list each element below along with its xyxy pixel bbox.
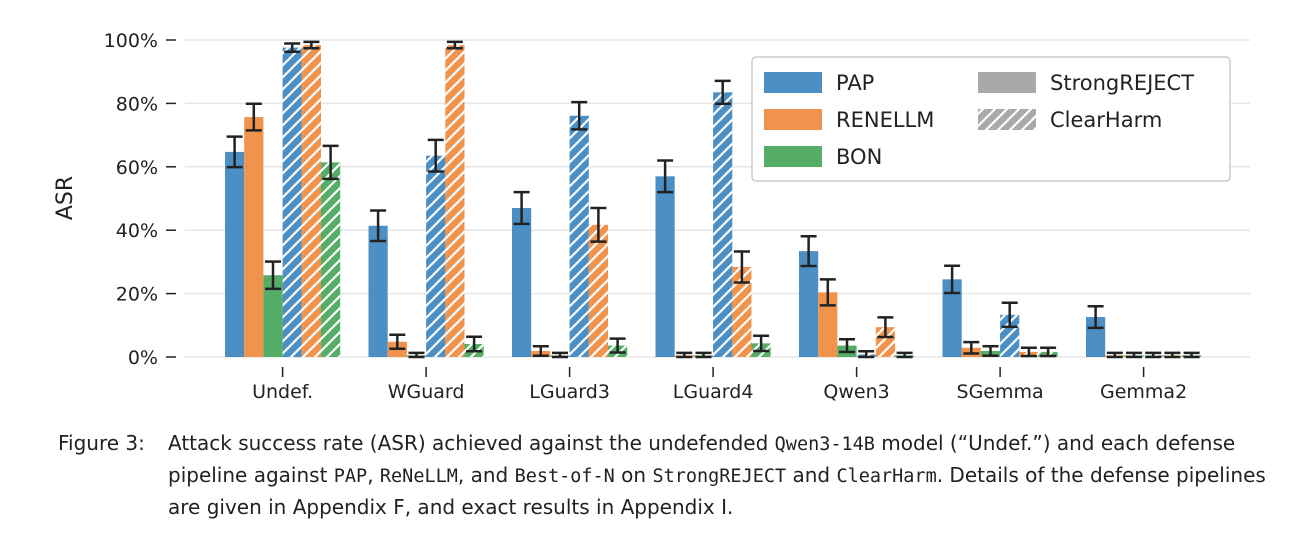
bar-hatch: [445, 45, 465, 358]
y-tick-label: 60%: [116, 157, 158, 179]
y-tick-label: 20%: [116, 284, 158, 306]
figure-caption: Figure 3: Attack success rate (ASR) achi…: [58, 428, 1278, 523]
y-tick-label: 80%: [116, 93, 158, 115]
caption-code: StrongREJECT: [652, 466, 787, 487]
x-tick-label: LGuard4: [673, 381, 754, 403]
caption-part: , and: [457, 463, 515, 487]
caption-label: Figure 3:: [58, 431, 145, 455]
legend-swatch: [978, 72, 1036, 93]
caption-part: on: [614, 463, 653, 487]
y-tick-label: 100%: [104, 30, 158, 52]
caption-code: ClearHarm: [836, 466, 937, 487]
caption-code: ReNeLLM: [379, 466, 458, 487]
caption-part: and: [786, 463, 837, 487]
y-axis-ticks: 0% 20% 40% 60% 80% 100%: [104, 30, 176, 369]
legend-swatch: [764, 146, 822, 167]
bar-chart: 0% 20% 40% 60% 80% 100% Undef. WGuard LGuard3 LG…: [53, 30, 1250, 403]
caption-text: Attack success rate (ASR) achieved again…: [168, 428, 1278, 523]
legend-label: BON: [836, 145, 882, 169]
legend-label: RENELLM: [836, 108, 934, 132]
bar-hatch: [569, 115, 589, 357]
caption-code: Qwen3-14B: [774, 434, 875, 455]
bar: [263, 275, 283, 357]
legend-swatch: [764, 72, 822, 93]
caption-part: ,: [367, 463, 380, 487]
bar-hatch: [321, 162, 341, 357]
bar: [655, 176, 675, 357]
bar-hatch: [282, 47, 302, 357]
legend-label: StrongREJECT: [1050, 71, 1194, 95]
caption-code: PAP: [333, 466, 368, 487]
y-tick-label: 40%: [116, 220, 158, 242]
x-tick-label: WGuard: [388, 381, 465, 403]
legend-swatch-hatch: [978, 109, 1036, 130]
x-tick-label: Gemma2: [1100, 381, 1187, 403]
legend-label: ClearHarm: [1050, 108, 1162, 132]
x-tick-label: SGemma: [957, 381, 1044, 403]
caption-part: Attack success rate (ASR) achieved again…: [168, 431, 775, 455]
x-axis-ticks: Undef. WGuard LGuard3 LGuard4 Qwen3 SGemma Gem…: [252, 367, 1187, 403]
bar-hatch: [426, 155, 446, 357]
legend: PAP RENELLM BON StrongREJECT ClearHarm: [751, 56, 1231, 182]
bar: [368, 225, 388, 357]
y-tick-label: 0%: [128, 347, 158, 369]
bar: [818, 292, 838, 357]
bar: [512, 208, 532, 357]
caption-code: Best-of-N: [514, 466, 615, 487]
x-tick-label: Qwen3: [823, 381, 889, 403]
bar-hatch: [588, 224, 608, 357]
legend-label: PAP: [836, 71, 874, 95]
x-tick-label: LGuard3: [529, 381, 610, 403]
bar: [244, 117, 264, 357]
bar-hatch: [875, 327, 895, 357]
x-tick-label: Undef.: [252, 381, 313, 403]
bar-hatch: [1000, 314, 1020, 357]
bar-hatch: [713, 92, 733, 358]
bar: [225, 151, 245, 357]
caption-part: model (“Undef.”) and each defense pipeli…: [168, 431, 1236, 487]
bar-hatch: [301, 45, 321, 358]
caption-part: . Details of the defense pipelines are g…: [168, 463, 1266, 519]
legend-swatch: [764, 109, 822, 130]
bar-hatch: [732, 266, 752, 357]
bar: [942, 279, 962, 357]
bar: [799, 251, 819, 357]
y-axis-label: ASR: [53, 176, 78, 220]
error-bars: [226, 40, 1200, 359]
bars: [225, 45, 1202, 358]
